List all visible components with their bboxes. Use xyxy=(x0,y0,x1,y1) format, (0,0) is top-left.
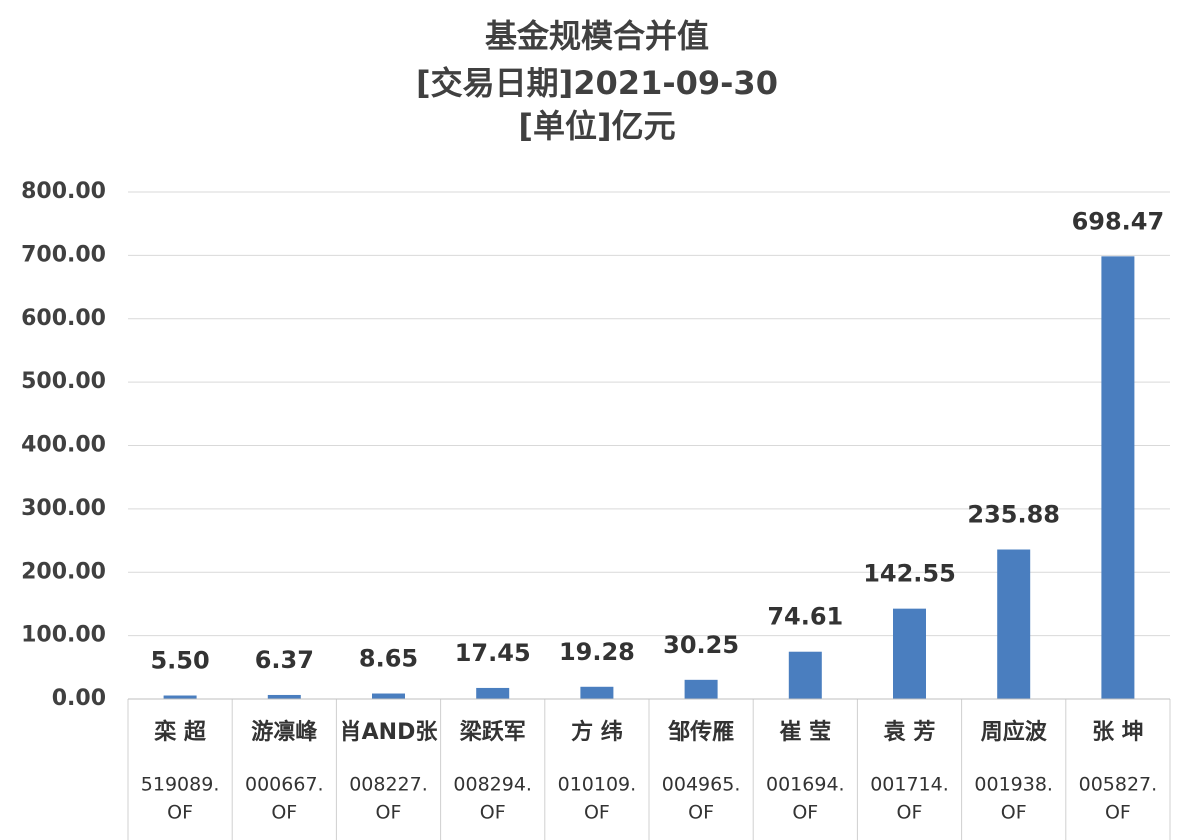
bar xyxy=(997,549,1031,699)
bar xyxy=(267,694,301,699)
y-tick-label: 400.00 xyxy=(21,433,106,458)
data-label: 5.50 xyxy=(150,647,209,675)
category-code: 519089. xyxy=(141,774,220,796)
y-tick-label: 700.00 xyxy=(21,242,106,267)
bar xyxy=(893,608,926,699)
category-code: 001694. xyxy=(766,774,845,796)
category-code: OF xyxy=(167,802,193,824)
category-code: 001714. xyxy=(870,774,949,796)
category-code: 010109. xyxy=(558,774,637,796)
y-tick-label: 600.00 xyxy=(21,306,106,331)
data-label: 30.25 xyxy=(663,631,739,659)
y-tick-label: 200.00 xyxy=(21,559,106,584)
category-code: OF xyxy=(584,802,610,824)
bar xyxy=(372,693,405,699)
category-code: 008294. xyxy=(453,774,532,796)
category-code: OF xyxy=(688,802,714,824)
data-label: 142.55 xyxy=(863,560,956,588)
x-tick-label: 周应波 xyxy=(981,719,1048,745)
bar xyxy=(1101,256,1135,699)
y-tick-label: 100.00 xyxy=(21,623,106,648)
y-tick-label: 500.00 xyxy=(21,369,106,394)
category-code: 000667. xyxy=(245,774,324,796)
bar xyxy=(684,679,718,699)
y-tick-label: 0.00 xyxy=(52,686,106,711)
bar xyxy=(580,686,614,699)
x-tick-label: 肖AND张 xyxy=(340,720,439,745)
x-tick-label: 游凛峰 xyxy=(251,719,318,745)
y-tick-label: 800.00 xyxy=(21,179,106,204)
category-code: 001938. xyxy=(974,774,1053,796)
x-tick-label: 栾 超 xyxy=(153,719,207,745)
data-label: 698.47 xyxy=(1072,207,1165,235)
category-code: OF xyxy=(480,802,506,824)
bar xyxy=(788,651,822,699)
category-code: OF xyxy=(1001,802,1027,824)
chart-title: 基金规模合并值 xyxy=(485,17,709,55)
category-code: OF xyxy=(271,802,297,824)
data-label: 74.61 xyxy=(767,603,843,631)
category-code: 008227. xyxy=(349,774,428,796)
x-tick-label: 方 纬 xyxy=(571,719,623,745)
category-code: OF xyxy=(897,802,923,824)
category-code: 005827. xyxy=(1079,774,1158,796)
chart-subtitle: [单位]亿元 xyxy=(518,107,675,145)
data-label: 235.88 xyxy=(967,501,1060,529)
x-tick-label: 张 坤 xyxy=(1092,720,1144,745)
data-label: 17.45 xyxy=(455,639,531,667)
x-tick-label: 梁跃军 xyxy=(459,720,526,745)
x-tick-label: 崔 莹 xyxy=(779,720,831,745)
category-code: OF xyxy=(376,802,402,824)
data-label: 19.28 xyxy=(559,638,635,666)
x-tick-label: 邹传雁 xyxy=(668,719,734,745)
y-tick-label: 300.00 xyxy=(21,496,106,521)
category-code: OF xyxy=(1105,802,1131,824)
data-label: 8.65 xyxy=(359,645,418,673)
data-label: 6.37 xyxy=(255,646,314,674)
x-tick-label: 袁 芳 xyxy=(883,719,936,745)
bar xyxy=(476,687,510,699)
bar xyxy=(163,695,197,699)
category-code: OF xyxy=(792,802,818,824)
category-code: 004965. xyxy=(662,774,741,796)
chart-subtitle: [交易日期]2021-09-30 xyxy=(416,64,778,102)
